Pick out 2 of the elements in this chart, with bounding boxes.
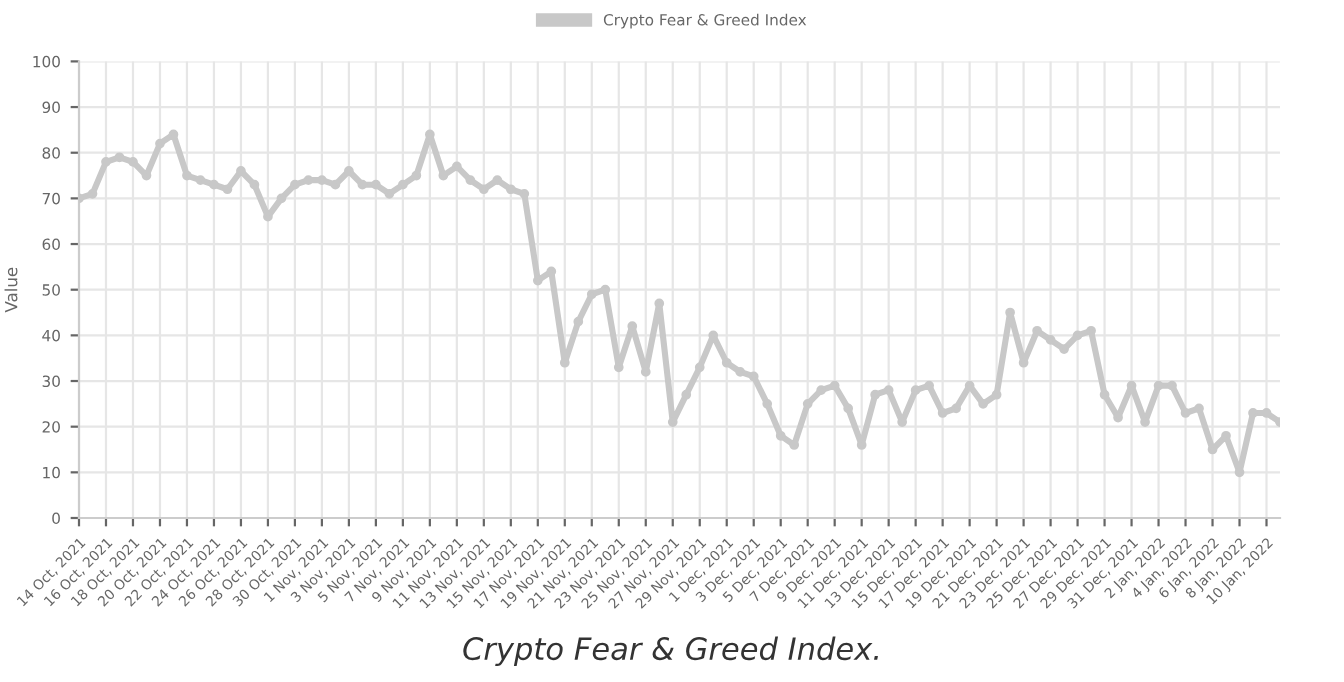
y-axis-title: Value bbox=[4, 267, 18, 313]
text: Crypto Fear & Greed Index. bbox=[463, 636, 878, 667]
